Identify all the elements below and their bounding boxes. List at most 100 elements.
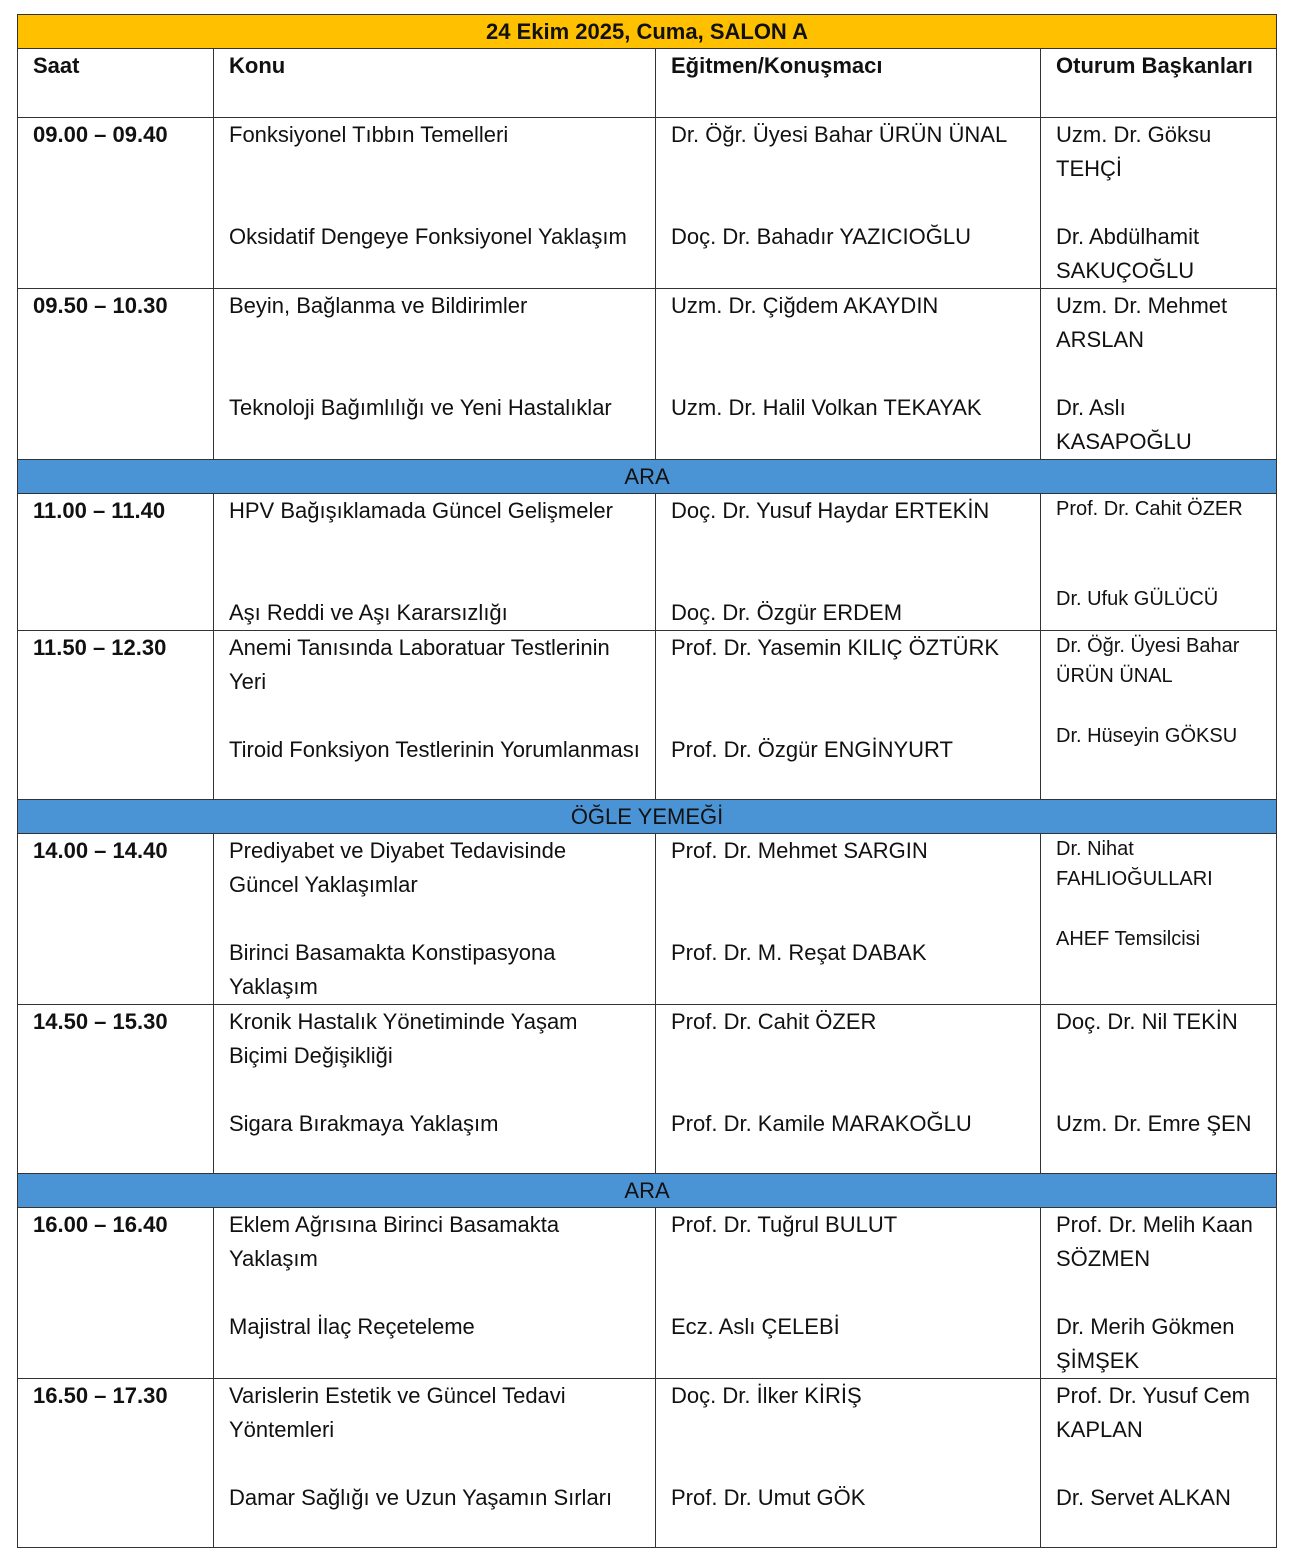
table-title: 24 Ekim 2025, Cuma, SALON A — [16, 14, 1278, 49]
header-row: Saat Konu Eğitmen/Konuşmacı Oturum Başka… — [17, 48, 1278, 118]
chair-name: Dr. Nihat FAHLIOĞULLARI — [1056, 838, 1213, 890]
header-saat: Saat — [17, 48, 214, 118]
session-time: 09.00 – 09.40 — [17, 117, 214, 289]
break-row: ARA — [16, 1173, 1278, 1208]
talk-speaker: Prof. Dr. Kamile MARAKOĞLU — [671, 1111, 972, 1136]
chairs-cell: Dr. Nihat FAHLIOĞULLARI AHEF Temsilcisi — [1039, 833, 1278, 1005]
talk-speaker: Prof. Dr. Yasemin KILIÇ ÖZTÜRK — [671, 635, 1000, 660]
talk-topic: Aşı Reddi ve Aşı Kararsızlığı — [229, 600, 508, 625]
chair-name: Prof. Dr. Yusuf Cem KAPLAN — [1056, 1383, 1251, 1442]
break-label: ÖĞLE YEMEĞİ — [16, 799, 1278, 834]
talk-topic: Damar Sağlığı ve Uzun Yaşamın Sırları — [229, 1485, 613, 1510]
session-row: 14.50 – 15.30 Kronik Hastalık Yönetiminde… — [17, 1004, 1278, 1174]
talk-topic-cell: Eklem Ağrısına Birinci Basamakta Yaklaşı… — [213, 1207, 656, 1379]
talk-speaker: Doç. Dr. Özgür ERDEM — [671, 600, 903, 625]
talk-topic-cell: Anemi Tanısında Laboratuar Testlerinin Y… — [213, 630, 656, 800]
chairs-cell: Prof. Dr. Melih Kaan SÖZMEN Dr. Merih Gök… — [1039, 1207, 1278, 1379]
talk-speaker: Doç. Dr. Bahadır YAZICIOĞLU — [671, 224, 971, 249]
talk-speaker: Prof. Dr. Özgür ENGİNYURT — [671, 737, 953, 762]
chair-name: Dr. Öğr. Üyesi Bahar ÜRÜN ÜNAL — [1056, 635, 1240, 687]
session-time: 11.50 – 12.30 — [17, 630, 214, 800]
chair-name: Uzm. Dr. Mehmet ARSLAN — [1056, 293, 1228, 352]
header-speaker: Eğitmen/Konuşmacı — [655, 48, 1041, 118]
talk-topic-cell: Prediyabet ve Diyabet Tedavisinde Güncel… — [213, 833, 656, 1005]
talk-speaker-cell: Prof. Dr. Tuğrul BULUT Ecz. Aslı ÇELEBİ — [655, 1207, 1041, 1379]
chairs-cell: Prof. Dr. Cahit ÖZER Dr. Ufuk GÜLÜCÜ — [1039, 493, 1278, 631]
talk-topic-cell: Kronik Hastalık Yönetiminde Yaşam Biçimi… — [213, 1004, 656, 1174]
talk-speaker-cell: Doç. Dr. Yusuf Haydar ERTEKİN Doç. Dr. Öz… — [655, 493, 1041, 631]
chair-name: Prof. Dr. Melih Kaan SÖZMEN — [1056, 1212, 1253, 1271]
chair-name: Dr. Servet ALKAN — [1056, 1485, 1231, 1510]
talk-speaker-cell: Dr. Öğr. Üyesi Bahar ÜRÜN ÜNAL Doç. Dr. B… — [655, 117, 1041, 289]
talk-speaker: Prof. Dr. Mehmet SARGIN — [671, 838, 928, 863]
talk-speaker: Doç. Dr. Yusuf Haydar ERTEKİN — [671, 498, 990, 523]
talk-topic: Varislerin Estetik ve Güncel Tedavi Yönt… — [229, 1383, 566, 1442]
session-row: 16.00 – 16.40 Eklem Ağrısına Birinci Basa… — [17, 1207, 1278, 1379]
talk-speaker: Prof. Dr. Cahit ÖZER — [671, 1009, 877, 1034]
chairs-cell: Doç. Dr. Nil TEKİN Uzm. Dr. Emre ŞEN — [1039, 1004, 1278, 1174]
chair-name: Dr. Ufuk GÜLÜCÜ — [1056, 588, 1219, 610]
program-table: 24 Ekim 2025, Cuma, SALON A Saat Konu Eğ… — [16, 14, 1278, 1548]
talk-topic: Fonksiyonel Tıbbın Temelleri — [229, 122, 509, 147]
header-chairs: Oturum Başkanları — [1039, 48, 1278, 118]
session-time: 16.50 – 17.30 — [17, 1378, 214, 1548]
chair-name: Dr. Aslı KASAPOĞLU — [1056, 395, 1192, 454]
session-time: 14.50 – 15.30 — [17, 1004, 214, 1174]
session-time: 14.00 – 14.40 — [17, 833, 214, 1005]
chairs-cell: Uzm. Dr. Göksu TEHÇİ Dr. Abdülhamit SAKUÇ… — [1039, 117, 1278, 289]
break-label: ARA — [16, 1173, 1278, 1208]
talk-topic: Sigara Bırakmaya Yaklaşım — [229, 1111, 499, 1136]
talk-topic-cell: Varislerin Estetik ve Güncel Tedavi Yönt… — [213, 1378, 656, 1548]
chair-name: Doç. Dr. Nil TEKİN — [1056, 1009, 1238, 1034]
talk-speaker: Dr. Öğr. Üyesi Bahar ÜRÜN ÜNAL — [671, 122, 1008, 147]
talk-topic: Oksidatif Dengeye Fonksiyonel Yaklaşım — [229, 224, 627, 249]
session-time: 11.00 – 11.40 — [17, 493, 214, 631]
session-row: 09.00 – 09.40 Fonksiyonel Tıbbın Temeller… — [17, 117, 1278, 289]
session-row: 14.00 – 14.40 Prediyabet ve Diyabet Tedav… — [17, 833, 1278, 1005]
chair-name: Uzm. Dr. Göksu TEHÇİ — [1056, 122, 1212, 181]
chair-name: Dr. Merih Gökmen ŞİMŞEK — [1056, 1314, 1235, 1373]
talk-speaker-cell: Prof. Dr. Cahit ÖZER Prof. Dr. Kamile MAR… — [655, 1004, 1041, 1174]
session-row: 16.50 – 17.30 Varislerin Estetik ve Günce… — [17, 1378, 1278, 1548]
header-konu: Konu — [213, 48, 656, 118]
talk-speaker-cell: Doç. Dr. İlker KİRİŞ Prof. Dr. Umut GÖK — [655, 1378, 1041, 1548]
talk-speaker: Prof. Dr. Umut GÖK — [671, 1485, 866, 1510]
talk-topic: Eklem Ağrısına Birinci Basamakta Yaklaşı… — [229, 1212, 560, 1271]
talk-speaker-cell: Uzm. Dr. Çiğdem AKAYDIN Uzm. Dr. Halil Vo… — [655, 288, 1041, 460]
talk-speaker-cell: Prof. Dr. Mehmet SARGIN Prof. Dr. M. Reşa… — [655, 833, 1041, 1005]
chairs-cell: Dr. Öğr. Üyesi Bahar ÜRÜN ÜNAL Dr. Hüseyi… — [1039, 630, 1278, 800]
chairs-cell: Uzm. Dr. Mehmet ARSLAN Dr. Aslı KASAPOĞLU — [1039, 288, 1278, 460]
talk-speaker: Ecz. Aslı ÇELEBİ — [671, 1314, 840, 1339]
talk-topic: Prediyabet ve Diyabet Tedavisinde Güncel… — [229, 838, 567, 897]
talk-speaker: Prof. Dr. Tuğrul BULUT — [671, 1212, 898, 1237]
talk-topic: Kronik Hastalık Yönetiminde Yaşam Biçimi… — [229, 1009, 578, 1068]
talk-topic: Beyin, Bağlanma ve Bildirimler — [229, 293, 528, 318]
talk-topic: Teknoloji Bağımlılığı ve Yeni Hastalıkla… — [229, 395, 612, 420]
talk-topic: Majistral İlaç Reçeteleme — [229, 1314, 475, 1339]
break-label: ARA — [16, 459, 1278, 494]
chair-name: Dr. Abdülhamit SAKUÇOĞLU — [1056, 224, 1200, 283]
talk-topic-cell: HPV Bağışıklamada Güncel Gelişmeler Aşı R… — [213, 493, 656, 631]
chairs-cell: Prof. Dr. Yusuf Cem KAPLAN Dr. Servet ALK… — [1039, 1378, 1278, 1548]
session-row: 09.50 – 10.30 Beyin, Bağlanma ve Bildirim… — [17, 288, 1278, 460]
chair-name: AHEF Temsilcisi — [1056, 928, 1201, 950]
session-row: 11.50 – 12.30 Anemi Tanısında Laboratuar … — [17, 630, 1278, 800]
session-row: 11.00 – 11.40 HPV Bağışıklamada Güncel Ge… — [17, 493, 1278, 631]
session-time: 09.50 – 10.30 — [17, 288, 214, 460]
talk-topic: Tiroid Fonksiyon Testlerinin Yorumlanmas… — [229, 737, 640, 762]
title-row: 24 Ekim 2025, Cuma, SALON A — [16, 14, 1278, 49]
talk-speaker-cell: Prof. Dr. Yasemin KILIÇ ÖZTÜRK Prof. Dr. … — [655, 630, 1041, 800]
break-row: ÖĞLE YEMEĞİ — [16, 799, 1278, 834]
talk-topic-cell: Beyin, Bağlanma ve Bildirimler Teknoloji … — [213, 288, 656, 460]
talk-speaker: Doç. Dr. İlker KİRİŞ — [671, 1383, 862, 1408]
talk-topic: Birinci Basamakta Konstipasyona Yaklaşım — [229, 940, 556, 999]
chair-name: Prof. Dr. Cahit ÖZER — [1056, 498, 1243, 520]
talk-speaker: Uzm. Dr. Halil Volkan TEKAYAK — [671, 395, 982, 420]
talk-speaker: Uzm. Dr. Çiğdem AKAYDIN — [671, 293, 939, 318]
chair-name: Dr. Hüseyin GÖKSU — [1056, 725, 1238, 747]
session-time: 16.00 – 16.40 — [17, 1207, 214, 1379]
talk-topic: Anemi Tanısında Laboratuar Testlerinin Y… — [229, 635, 610, 694]
talk-topic: HPV Bağışıklamada Güncel Gelişmeler — [229, 498, 613, 523]
break-row: ARA — [16, 459, 1278, 494]
chair-name: Uzm. Dr. Emre ŞEN — [1056, 1111, 1252, 1136]
